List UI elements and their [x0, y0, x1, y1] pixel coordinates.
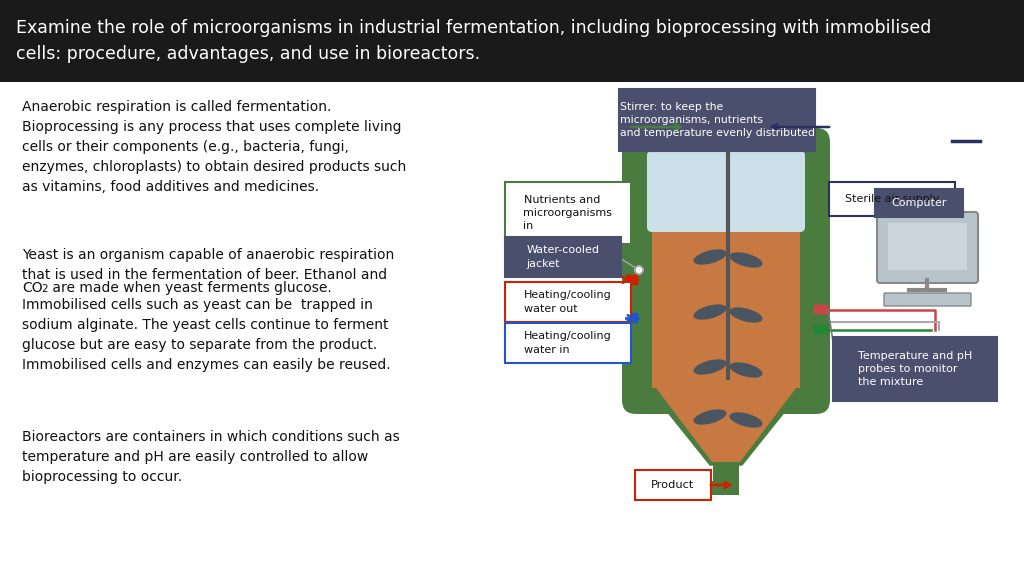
- Ellipse shape: [693, 359, 726, 374]
- Text: Anaerobic respiration is called fermentation.
Bioprocessing is any process that : Anaerobic respiration is called fermenta…: [22, 100, 407, 194]
- FancyBboxPatch shape: [647, 151, 805, 222]
- FancyBboxPatch shape: [626, 313, 638, 323]
- FancyBboxPatch shape: [814, 325, 828, 334]
- Ellipse shape: [729, 308, 763, 323]
- Ellipse shape: [693, 410, 726, 425]
- FancyBboxPatch shape: [622, 128, 830, 414]
- Text: Heating/cooling
water out: Heating/cooling water out: [524, 290, 612, 313]
- FancyBboxPatch shape: [884, 293, 971, 306]
- Text: 2: 2: [41, 284, 48, 294]
- Text: are made when yeast ferments glucose.: are made when yeast ferments glucose.: [48, 281, 332, 295]
- Text: Product: Product: [651, 480, 694, 490]
- Text: Yeast is an organism capable of anaerobic respiration
that is used in the fermen: Yeast is an organism capable of anaerobi…: [22, 248, 394, 282]
- FancyBboxPatch shape: [505, 323, 631, 363]
- FancyBboxPatch shape: [829, 182, 955, 216]
- Text: Nutrients and
microorganisms
in: Nutrients and microorganisms in: [523, 195, 612, 231]
- Ellipse shape: [693, 304, 726, 320]
- Circle shape: [635, 266, 643, 274]
- Text: Temperature and pH
probes to monitor
the mixture: Temperature and pH probes to monitor the…: [858, 351, 972, 387]
- FancyBboxPatch shape: [877, 212, 978, 283]
- Text: Sterile air supply: Sterile air supply: [845, 194, 939, 204]
- Text: Computer: Computer: [891, 198, 946, 208]
- FancyBboxPatch shape: [716, 107, 740, 133]
- FancyBboxPatch shape: [874, 189, 963, 217]
- Ellipse shape: [729, 412, 763, 427]
- FancyBboxPatch shape: [505, 282, 631, 322]
- FancyBboxPatch shape: [671, 481, 739, 495]
- FancyBboxPatch shape: [888, 223, 967, 270]
- Text: Examine the role of microorganisms in industrial fermentation, including bioproc: Examine the role of microorganisms in in…: [16, 19, 932, 63]
- Text: Heating/cooling
water in: Heating/cooling water in: [524, 331, 612, 355]
- Ellipse shape: [729, 362, 763, 378]
- Polygon shape: [652, 212, 800, 462]
- FancyBboxPatch shape: [618, 89, 815, 151]
- FancyBboxPatch shape: [814, 305, 828, 314]
- FancyBboxPatch shape: [626, 275, 638, 285]
- FancyBboxPatch shape: [713, 465, 739, 495]
- Polygon shape: [658, 400, 794, 465]
- Ellipse shape: [693, 249, 726, 264]
- Text: Stirrer: to keep the
microorganisms, nutrients
and temperature evenly distribute: Stirrer: to keep the microorganisms, nut…: [620, 102, 814, 138]
- FancyBboxPatch shape: [505, 237, 621, 277]
- FancyBboxPatch shape: [682, 101, 770, 152]
- FancyBboxPatch shape: [505, 182, 631, 244]
- FancyBboxPatch shape: [635, 470, 711, 500]
- FancyBboxPatch shape: [647, 151, 805, 232]
- FancyBboxPatch shape: [833, 337, 997, 401]
- Ellipse shape: [729, 252, 763, 268]
- FancyBboxPatch shape: [0, 0, 1024, 82]
- Text: CO: CO: [22, 281, 43, 295]
- Text: Bioreactors are containers in which conditions such as
temperature and pH are ea: Bioreactors are containers in which cond…: [22, 430, 399, 484]
- Text: Water-cooled
jacket: Water-cooled jacket: [526, 245, 599, 268]
- Text: Immobilised cells such as yeast can be  trapped in
sodium alginate. The yeast ce: Immobilised cells such as yeast can be t…: [22, 298, 390, 372]
